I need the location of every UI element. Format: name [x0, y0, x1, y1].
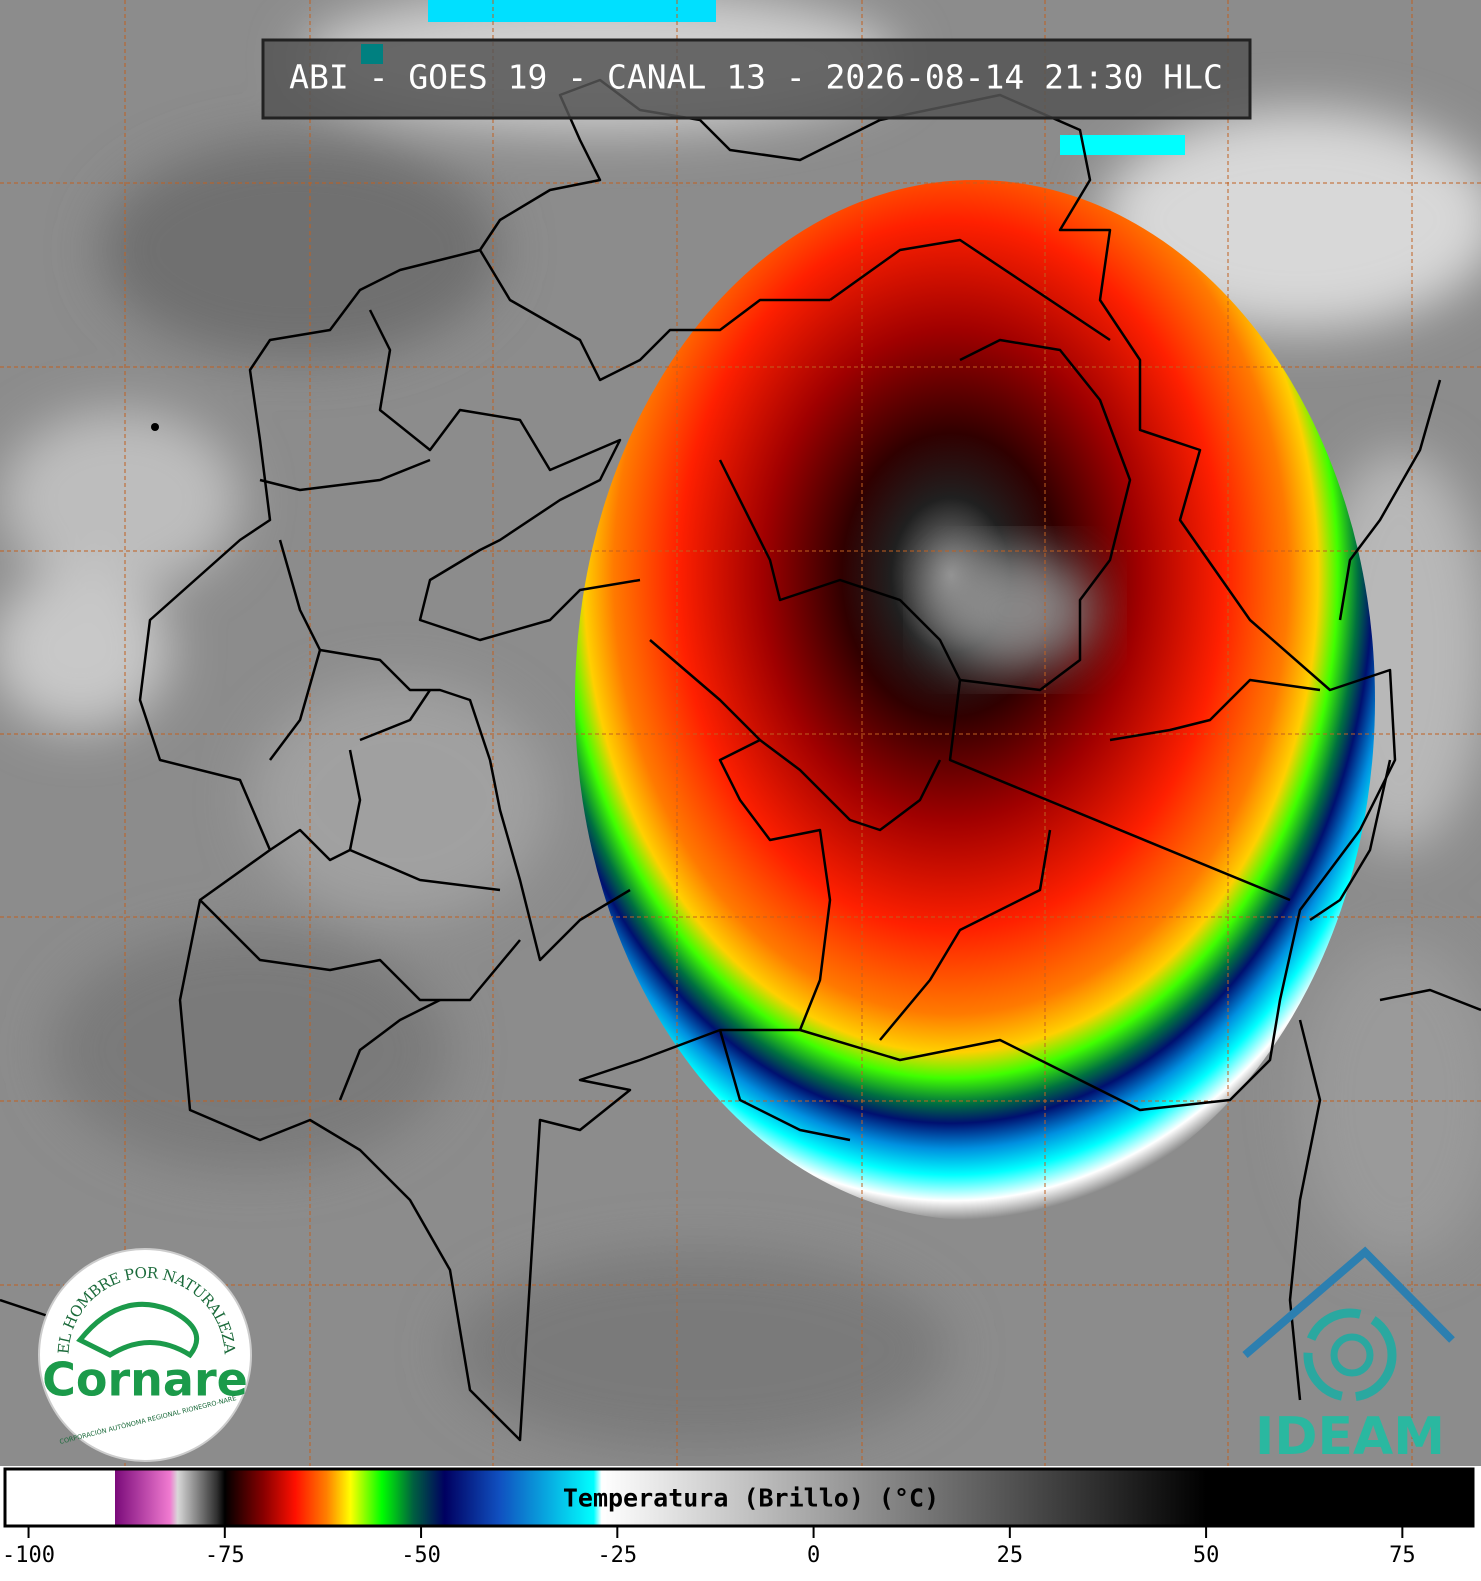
graticule: [0, 0, 1481, 1466]
ideam-logo: IDEAM: [1242, 1246, 1455, 1467]
colorbar-tick-label: 75: [1389, 1543, 1416, 1568]
colorbar-tick-label: 25: [997, 1543, 1024, 1568]
cloud-texture: [0, 0, 1481, 1450]
title-box: [261, 38, 1252, 120]
cold-cloud: [428, 0, 716, 22]
colorbar-tick-label: -25: [597, 1543, 637, 1568]
title: ABI - GOES 19 - CANAL 13 - 2026-08-14 21…: [289, 58, 1223, 97]
colorbar-tick-label: 50: [1193, 1543, 1220, 1568]
logo-ideam: IDEAM: [1255, 1407, 1445, 1467]
city-marker: [151, 423, 159, 431]
cold-pixel: [361, 44, 383, 64]
cold-cloud: [1060, 135, 1185, 155]
colorbar-tick-label: -100: [2, 1543, 55, 1568]
colorbar-label: Temperatura (Brillo) (°C): [563, 1484, 939, 1513]
cornare-logo: EL HOMBRE POR NATURALEZA Cornare CORPORA…: [38, 1248, 252, 1462]
colorbar: Temperatura (Brillo) (°C) -100 -75 -50 -25 0 2…: [2, 1467, 1475, 1568]
colorbar-tick-label: -75: [205, 1543, 245, 1568]
colorbar-scale: [3, 1467, 1475, 1528]
overshooting-top: [935, 550, 1095, 670]
storm-cloud: [575, 180, 1375, 1220]
colorbar-tick-label: -50: [401, 1543, 441, 1568]
boundaries: [0, 78, 1481, 1442]
logo-name: Cornare: [42, 1353, 248, 1407]
colorbar-tick-label: 0: [807, 1543, 820, 1568]
